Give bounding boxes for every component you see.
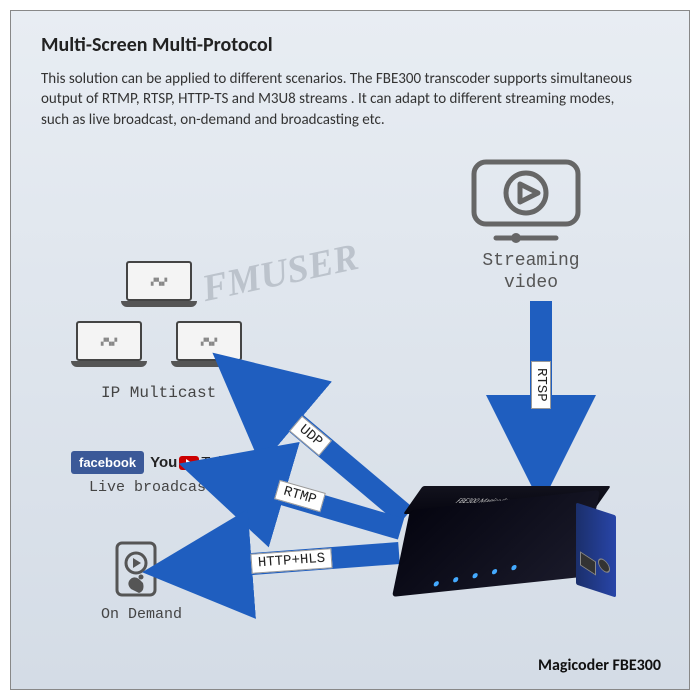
youtube-prefix: You xyxy=(150,454,177,471)
ondemand-label: On Demand xyxy=(101,606,182,623)
youtube-badge: You Tube xyxy=(150,454,235,471)
device-port-icon xyxy=(598,556,610,576)
transcoder-device: FBE300 Magicoder xyxy=(401,481,631,611)
footer-label: Magicoder FBE300 xyxy=(538,656,661,675)
http-label: HTTP+HLS xyxy=(250,548,332,574)
streaming-label-l1: Streaming xyxy=(482,251,579,271)
laptop-icon: ▞▚▞ xyxy=(76,321,146,371)
udp-label: UDP xyxy=(289,416,332,457)
youtube-suffix: Tube xyxy=(201,454,235,471)
page-title: Multi-Screen Multi-Protocol xyxy=(41,33,273,57)
youtube-play-icon xyxy=(179,456,199,470)
streaming-label-l2: video xyxy=(504,273,558,293)
device-leds xyxy=(433,565,517,587)
ip-multicast-label: IP Multicast xyxy=(101,384,216,402)
laptop-icon: ▞▚▞ xyxy=(126,261,196,311)
rtmp-label: RTMP xyxy=(274,480,325,512)
facebook-badge: facebook xyxy=(71,451,144,474)
streaming-video-icon xyxy=(466,156,586,246)
live-broadcast-label: Live broadcast xyxy=(89,479,215,496)
social-badges: facebook You Tube xyxy=(71,451,235,474)
description-text: This solution can be applied to differen… xyxy=(41,69,641,130)
rtsp-label: RTSP xyxy=(531,361,551,409)
laptops-cluster: ▞▚▞ ▞▚▞ ▞▚▞ xyxy=(71,261,251,381)
ondemand-icon xyxy=(111,541,161,601)
device-port-icon xyxy=(580,551,596,575)
streaming-label: Streaming video xyxy=(461,251,601,294)
laptop-icon: ▞▚▞ xyxy=(176,321,246,371)
device-side xyxy=(576,503,616,598)
diagram-frame: Multi-Screen Multi-Protocol This solutio… xyxy=(10,10,690,690)
